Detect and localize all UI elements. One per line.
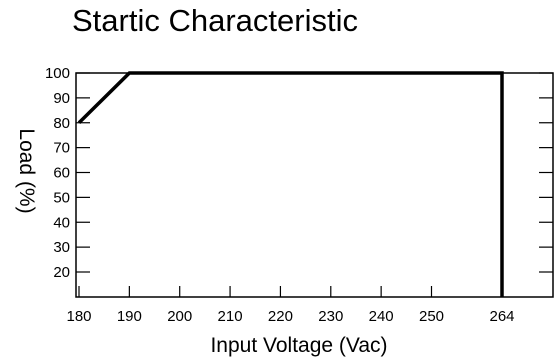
- y-tick-label: 70: [53, 140, 70, 157]
- y-tick-label: 40: [53, 214, 70, 231]
- y-tick-label: 60: [53, 165, 70, 182]
- x-tick-label: 230: [318, 308, 343, 325]
- y-axis-ticks: 20 30 40 50 60 70 80 90 100: [45, 65, 553, 281]
- x-tick-label: 250: [419, 308, 444, 325]
- x-tick-label: 210: [218, 308, 243, 325]
- x-tick-label: 190: [117, 308, 142, 325]
- x-tick-label: 200: [167, 308, 192, 325]
- y-tick-label: 80: [53, 115, 70, 132]
- y-tick-label: 30: [53, 239, 70, 256]
- chart-title: Startic Characteristic: [72, 3, 358, 38]
- series-layer: [77, 71, 504, 297]
- x-axis-ticks: 180 190 200 210 220 230 240 250 264: [66, 286, 515, 325]
- x-tick-label: 180: [66, 308, 91, 325]
- y-tick-label: 100: [45, 65, 70, 82]
- x-tick-label: 264: [489, 308, 514, 325]
- y-tick-label: 90: [53, 90, 70, 107]
- plot-frame: [75, 72, 554, 298]
- x-tick-label: 220: [268, 308, 293, 325]
- y-tick-label: 20: [53, 264, 70, 281]
- y-axis-label: Load (%): [15, 128, 38, 213]
- x-axis-label: Input Voltage (Vac): [210, 334, 387, 357]
- series-line: [77, 71, 504, 297]
- y-tick-label: 50: [53, 189, 70, 206]
- x-tick-label: 240: [369, 308, 394, 325]
